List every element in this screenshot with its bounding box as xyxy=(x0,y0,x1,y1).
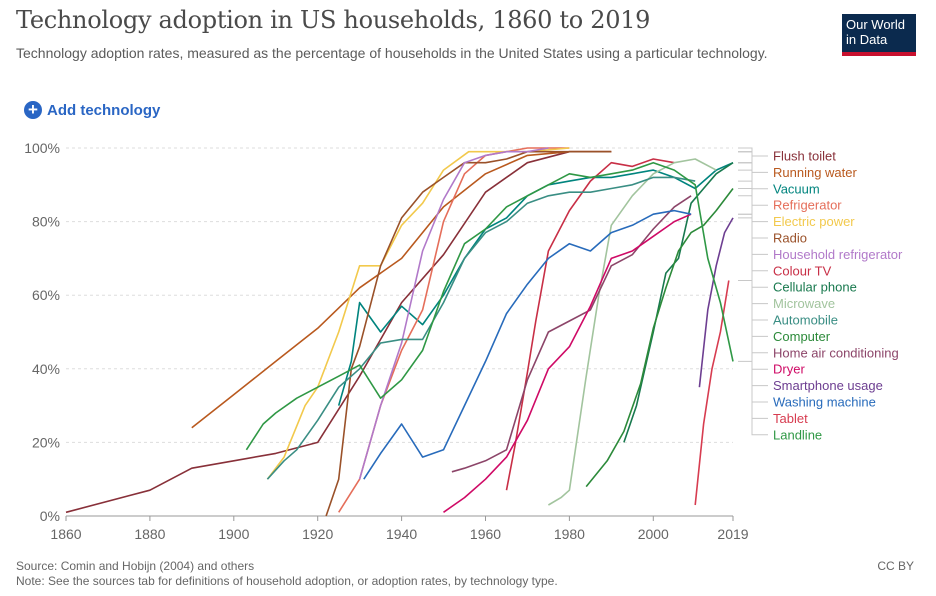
y-tick-label: 80% xyxy=(32,214,60,230)
legend-connector xyxy=(738,213,768,370)
series-line[interactable] xyxy=(547,158,717,506)
series-line[interactable] xyxy=(698,217,734,388)
legend-item[interactable]: Refrigerator xyxy=(773,198,842,213)
legend-item[interactable]: Microwave xyxy=(773,296,835,311)
x-tick-label: 1860 xyxy=(50,526,81,542)
legend-connector xyxy=(738,147,768,223)
x-tick-label: 1960 xyxy=(470,526,501,542)
legend-connector xyxy=(738,188,768,337)
series-line[interactable] xyxy=(191,150,612,429)
legend-item[interactable]: Automobile xyxy=(773,313,838,328)
series-line[interactable] xyxy=(266,176,696,480)
add-technology-button[interactable]: + Add technology xyxy=(24,101,160,119)
x-tick-label: 2019 xyxy=(717,526,748,542)
series-line[interactable] xyxy=(325,150,612,517)
y-tick-label: 60% xyxy=(32,287,60,303)
legend-connector xyxy=(738,360,768,436)
y-tick-label: 0% xyxy=(40,508,60,524)
legend-item[interactable]: Washing machine xyxy=(773,395,876,410)
series-line[interactable] xyxy=(505,158,675,491)
legend-item[interactable]: Household refrigerator xyxy=(773,247,903,262)
series-line[interactable] xyxy=(623,162,734,443)
chart-subtitle: Technology adoption rates, measured as t… xyxy=(16,45,768,61)
series-line[interactable] xyxy=(443,213,692,513)
source-note: Source: Comin and Hobijn (2004) and othe… xyxy=(16,559,558,589)
y-tick-label: 20% xyxy=(32,434,60,450)
legend-item[interactable]: Radio xyxy=(773,231,807,246)
x-tick-label: 1920 xyxy=(302,526,333,542)
x-tick-label: 1940 xyxy=(386,526,417,542)
legend-connector xyxy=(738,169,768,305)
legend-item[interactable]: Vacuum xyxy=(773,181,820,196)
y-tick-label: 40% xyxy=(32,361,60,377)
series-line[interactable] xyxy=(245,161,734,451)
legend-connector xyxy=(738,213,768,403)
note-text: Note: See the sources tab for definition… xyxy=(16,574,558,588)
legend-connector xyxy=(738,180,768,321)
series-line[interactable] xyxy=(65,150,612,514)
legend-connector xyxy=(738,151,768,239)
chart-title: Technology adoption in US households, 18… xyxy=(16,6,651,34)
legend-connector xyxy=(738,151,768,173)
legend-item[interactable]: Landline xyxy=(773,427,822,442)
legend-connector xyxy=(738,280,768,419)
legend-item[interactable]: Dryer xyxy=(773,362,805,377)
add-technology-label: Add technology xyxy=(47,101,161,119)
legend-item[interactable]: Computer xyxy=(773,329,831,344)
series-line[interactable] xyxy=(585,188,734,488)
owid-logo[interactable]: Our World in Data xyxy=(842,14,916,56)
legend-item[interactable]: Flush toilet xyxy=(773,149,836,164)
series-line[interactable] xyxy=(358,147,549,480)
legend-item[interactable]: Electric power xyxy=(773,214,855,229)
legend-connector xyxy=(738,147,768,206)
grid-lines xyxy=(66,147,733,443)
series-line[interactable] xyxy=(451,195,692,473)
x-tick-label: 2000 xyxy=(638,526,669,542)
legend-connector xyxy=(738,151,768,157)
source-text: Source: Comin and Hobijn (2004) and othe… xyxy=(16,559,255,573)
logo-line-1: Our World xyxy=(846,17,905,32)
legend-connector xyxy=(738,162,768,190)
series-line[interactable] xyxy=(363,209,692,480)
axes: 0% 20% 40% 60% 80% 100% 1860 1880 1900 1920 1940 19… xyxy=(24,140,749,542)
series-lines xyxy=(65,147,734,517)
legend-item[interactable]: Running water xyxy=(773,165,857,180)
license-link[interactable]: CC BY xyxy=(877,559,914,573)
legend-item[interactable]: Tablet xyxy=(773,411,808,426)
legend-item[interactable]: Cellular phone xyxy=(773,280,857,295)
legend-item[interactable]: Colour TV xyxy=(773,263,832,278)
legend-connector xyxy=(738,195,768,354)
legend-item[interactable]: Home air conditioning xyxy=(773,345,899,360)
logo-line-2: in Data xyxy=(846,32,888,47)
y-tick-label: 100% xyxy=(24,140,60,156)
x-tick-label: 1980 xyxy=(554,526,585,542)
legend-item[interactable]: Smartphone usage xyxy=(773,378,883,393)
plus-circle-icon: + xyxy=(24,101,42,119)
x-tick-label: 1900 xyxy=(218,526,249,542)
x-tick-label: 1880 xyxy=(134,526,165,542)
legend-connector xyxy=(738,217,768,387)
series-line[interactable] xyxy=(694,280,730,506)
